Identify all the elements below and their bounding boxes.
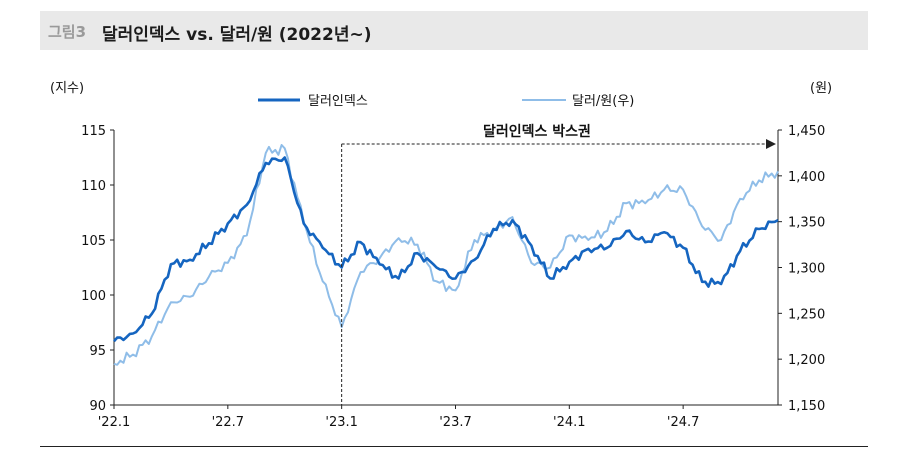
right-tick-label: 1,200 [788,353,825,368]
x-tick-label: '24.1 [553,415,586,430]
box-range-annotation: 달러인덱스 박스권 [341,123,776,405]
left-tick-label: 105 [81,234,106,249]
x-tick-label: '23.1 [325,415,358,430]
left-tick-label: 110 [81,179,106,194]
right-tick-label: 1,300 [788,262,825,277]
legend-label-dxy: 달러인덱스 [308,94,368,109]
annotation-label: 달러인덱스 박스권 [483,123,591,140]
chart-title: 달러인덱스 vs. 달러/원 (2022년~) [102,25,372,45]
legend: 달러인덱스 달러/원(우) [258,94,634,109]
legend-label-usdkrw: 달러/원(우) [572,94,634,109]
right-tick-label: 1,150 [788,399,825,414]
x-tick-label: '24.7 [667,415,700,430]
axes: 90 95 100 105 110 115 1,150 1,200 1,250 1,300 1,35… [81,124,825,430]
chart-title-bar: 그림3 달러인덱스 vs. 달러/원 (2022년~) [40,11,868,50]
series-lines [113,144,779,366]
left-tick-label: 115 [81,124,106,139]
x-tick-label: '23.7 [439,415,472,430]
annotation-arrowhead [766,139,776,149]
left-tick-label: 90 [89,399,106,414]
right-tick-label: 1,350 [788,216,825,231]
x-tick-label: '22.7 [212,415,245,430]
right-unit-label: (원) [810,81,832,96]
series-line-dxy [113,156,779,343]
x-tick-label: '22.1 [98,415,131,430]
left-tick-label: 95 [89,344,106,359]
right-tick-label: 1,250 [788,307,825,322]
right-tick-label: 1,450 [788,124,825,139]
right-tick-label: 1,400 [788,170,825,185]
series-line-usdkrw [113,144,779,366]
left-tick-label: 100 [81,289,106,304]
left-unit-label: (지수) [50,81,84,96]
figure-number: 그림3 [48,23,87,41]
bottom-rule [40,446,868,447]
